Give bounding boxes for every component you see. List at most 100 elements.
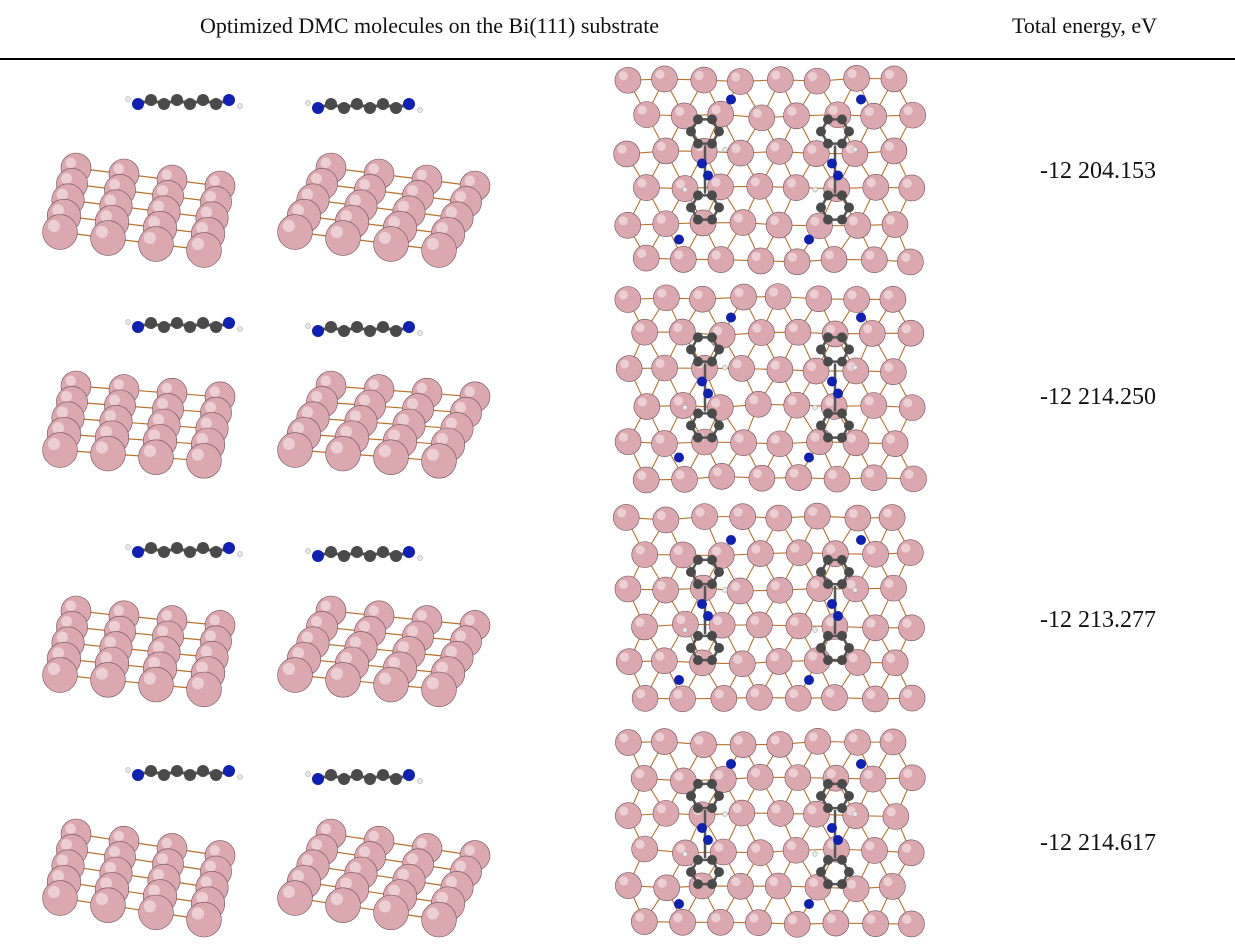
- bismuth-atom: [631, 613, 658, 641]
- bismuth-atom: [651, 728, 678, 755]
- bismuth-atom-highlight: [397, 413, 409, 426]
- table-row-4: -12 214.617: [0, 725, 1235, 943]
- bismuth-atom: [42, 657, 78, 693]
- bismuth-atom-highlight: [751, 251, 761, 261]
- bismuth-atom: [881, 649, 909, 677]
- hydrogen-atom: [237, 103, 243, 109]
- carbon-atom: [823, 138, 833, 149]
- nitrogen-atom: [674, 452, 684, 463]
- carbon-atom: [693, 356, 703, 367]
- top-view-structure-3: [610, 500, 930, 720]
- bismuth-atom-highlight: [808, 506, 818, 517]
- nitrogen-atom: [856, 759, 866, 769]
- bismuth-atom-highlight: [47, 885, 60, 898]
- nitrogen-atom: [403, 769, 415, 781]
- bismuth-atom: [708, 611, 736, 639]
- bismuth-atom: [880, 358, 907, 386]
- bismuth-atom-highlight: [464, 386, 475, 397]
- bismuth-atom: [631, 908, 658, 935]
- bismuth-atom: [861, 246, 888, 274]
- nitrogen-atom: [403, 546, 415, 558]
- bismuth-atom: [373, 894, 409, 931]
- bismuth-atom: [186, 901, 222, 938]
- bismuth-atom: [898, 684, 926, 712]
- bismuth-atom: [670, 767, 697, 795]
- bismuth-atom-highlight: [209, 175, 220, 186]
- bismuth-atom-highlight: [825, 617, 835, 627]
- bismuth-atom-highlight: [292, 870, 304, 882]
- carbon-atom: [823, 408, 833, 419]
- carbon-atom: [686, 867, 696, 877]
- bismuth-atom-highlight: [426, 448, 439, 461]
- nitrogen-atom: [132, 546, 144, 558]
- carbon-atom: [707, 579, 717, 590]
- bismuth-atom-highlight: [349, 861, 361, 874]
- carbon-atom: [714, 867, 724, 877]
- carbon-atom: [707, 432, 717, 443]
- bismuth-atom: [90, 220, 126, 256]
- bismuth-atom-highlight: [619, 432, 629, 442]
- bismuth-atom: [652, 800, 680, 827]
- bismuth-atom: [862, 173, 890, 201]
- bismuth-atom-highlight: [637, 178, 647, 188]
- carbon-atom: [837, 803, 847, 814]
- bismuth-atom-highlight: [675, 106, 685, 116]
- bismuth-atom-highlight: [866, 689, 876, 699]
- carbon-atom: [837, 778, 847, 789]
- carbon-atom: [377, 769, 389, 781]
- bismuth-atom-highlight: [378, 900, 391, 913]
- bismuth-atom-highlight: [809, 289, 819, 299]
- bismuth-atom-highlight: [282, 662, 295, 675]
- bismuth-atom: [880, 65, 908, 93]
- bismuth-atom-highlight: [311, 616, 323, 627]
- nitrogen-atom: [804, 899, 814, 909]
- bismuth-atom: [730, 429, 757, 457]
- carbon-atom: [693, 854, 703, 865]
- bismuth-atom: [786, 539, 813, 567]
- carbon-atom: [816, 867, 826, 877]
- bismuth-atom: [766, 356, 794, 383]
- bismuth-atom: [784, 764, 812, 791]
- bismuth-atom: [729, 503, 757, 530]
- bismuth-atom: [614, 428, 642, 455]
- carbon-atom: [145, 94, 157, 106]
- bismuth-atom-highlight: [104, 194, 116, 206]
- bismuth-atom: [373, 439, 409, 475]
- bismuth-atom: [803, 67, 831, 95]
- bismuth-atom: [745, 909, 772, 936]
- bismuth-atom: [325, 887, 361, 923]
- bismuth-atom: [691, 503, 718, 530]
- bismuth-atom: [746, 173, 774, 200]
- bismuth-atom-highlight: [620, 652, 630, 662]
- nitrogen-atom: [132, 98, 144, 110]
- hydrogen-atom: [682, 851, 688, 857]
- bismuth-atom-highlight: [901, 252, 911, 262]
- nitrogen-atom: [403, 98, 415, 110]
- bismuth-atom: [633, 393, 661, 420]
- bismuth-atom: [879, 728, 907, 756]
- carbon-atom: [377, 546, 389, 558]
- bismuth-atom: [881, 211, 909, 238]
- hydrogen-atom: [237, 551, 243, 557]
- bismuth-atom: [615, 355, 643, 382]
- nitrogen-atom: [726, 759, 736, 769]
- bismuth-atom: [898, 394, 926, 421]
- bismuth-atom: [860, 392, 888, 419]
- carbon-atom: [338, 102, 350, 114]
- bismuth-atom: [421, 901, 457, 938]
- bismuth-atom-highlight: [330, 893, 343, 906]
- bismuth-atom-highlight: [416, 610, 427, 621]
- carbon-atom: [338, 773, 350, 785]
- carbon-atom: [837, 190, 847, 201]
- carbon-atom: [823, 778, 833, 789]
- carbon-atom: [351, 321, 363, 333]
- hydrogen-atom: [237, 774, 243, 780]
- bismuth-atom-highlight: [52, 870, 64, 882]
- bismuth-atom: [898, 764, 926, 792]
- bismuth-atom-highlight: [787, 178, 797, 188]
- bismuth-atom: [748, 464, 776, 492]
- bismuth-atom-highlight: [673, 396, 684, 406]
- carbon-atom: [844, 344, 854, 355]
- bismuth-atom: [632, 244, 660, 272]
- bismuth-atom-highlight: [826, 544, 836, 554]
